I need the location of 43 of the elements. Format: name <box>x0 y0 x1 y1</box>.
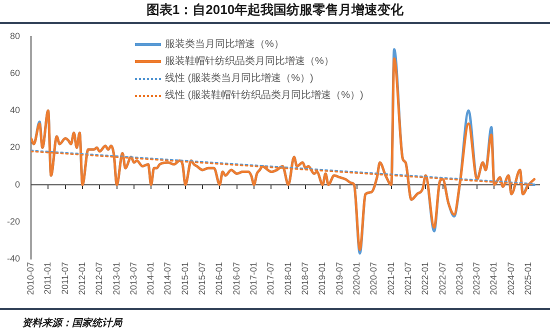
y-tick-label: 40 <box>10 105 20 116</box>
x-tick-label: 2013-07 <box>128 262 138 295</box>
x-tick-label: 2023-07 <box>472 262 482 295</box>
x-tick-label: 2011-01 <box>42 262 53 294</box>
y-tick-label: 0 <box>14 179 20 190</box>
x-tick-label: 2016-07 <box>231 262 242 295</box>
x-tick-label: 2023-01 <box>454 262 464 295</box>
x-tick-label: 2018-07 <box>300 262 310 295</box>
y-tick-label: -20 <box>6 216 20 226</box>
x-tick-label: 2022-01 <box>420 262 430 295</box>
x-tick-label: 2014-07 <box>162 262 173 295</box>
x-tick-label: 2019-07 <box>334 262 344 295</box>
x-tick-label: 2014-01 <box>146 262 156 295</box>
legend-label: 线性 (服装鞋帽针纺织品类月同比增速（%）) <box>165 88 364 103</box>
legend-label: 服装鞋帽针纺织品类月同比增速（%） <box>165 54 334 69</box>
x-tick-label: 2016-01 <box>214 262 224 295</box>
legend-label: 服装类当月同比增速（%） <box>165 38 284 52</box>
legend-label: 线性 (服装类当月同比增速（%）) <box>165 72 314 86</box>
x-tick-label: 2021-07 <box>402 262 413 295</box>
x-tick-label: 2010-07 <box>25 262 36 295</box>
x-tick-label: 2015-01 <box>180 262 190 295</box>
x-tick-label: 2024-07 <box>506 262 516 295</box>
x-tick-label: 2017-07 <box>266 262 276 295</box>
x-tick-label: 2024-01 <box>488 262 499 295</box>
y-tick-label: -40 <box>6 253 20 264</box>
x-tick-label: 2012-01 <box>76 262 87 295</box>
chart-title: 图表1：自2010年起我国纺服零售月增速变化 <box>0 0 550 24</box>
x-tick-label: 2020-07 <box>368 262 379 295</box>
x-tick-label: 2025-01 <box>523 262 534 295</box>
x-tick-label: 2019-01 <box>317 262 328 295</box>
x-tick-label: 2017-01 <box>248 262 259 295</box>
x-tick-label: 2022-07 <box>437 262 448 295</box>
x-tick-label: 2018-01 <box>282 262 293 295</box>
x-tick-label: 2015-07 <box>197 262 208 295</box>
text: 资料来源：国家统计局 <box>22 316 122 330</box>
x-tick-label: 2012-07 <box>94 262 104 295</box>
x-tick-label: 2011-07 <box>60 262 70 294</box>
y-tick-label: 80 <box>10 30 20 41</box>
x-tick-label: 2021-01 <box>386 262 396 295</box>
x-tick-label: 2013-01 <box>111 262 122 295</box>
y-tick-label: 20 <box>10 142 20 152</box>
y-tick-label: 60 <box>10 68 20 78</box>
x-tick-label: 2020-01 <box>351 262 362 295</box>
